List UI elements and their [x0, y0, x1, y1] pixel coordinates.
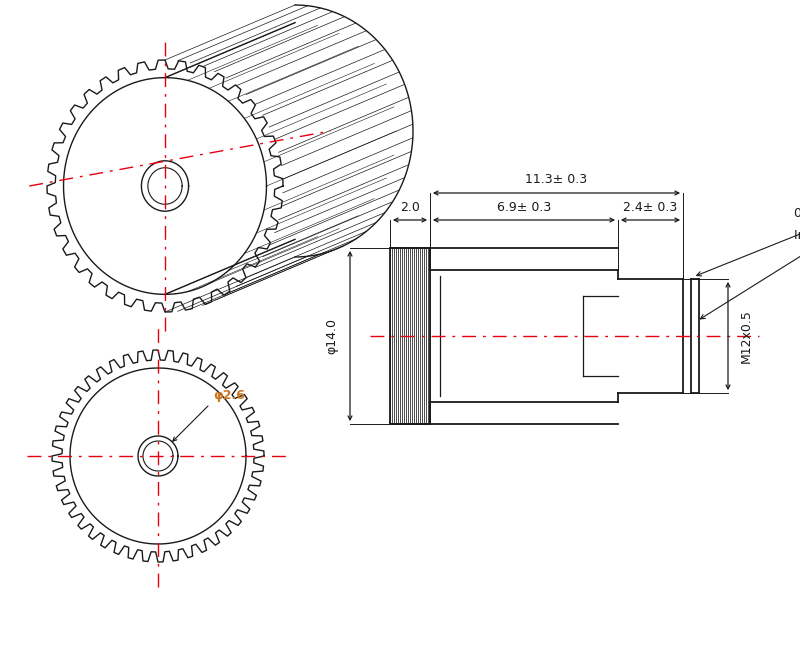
- Text: φ14.0: φ14.0: [326, 318, 338, 354]
- Text: φ2.6: φ2.6: [213, 389, 245, 402]
- Text: 11.3± 0.3: 11.3± 0.3: [526, 173, 587, 186]
- Text: 6.9± 0.3: 6.9± 0.3: [497, 201, 551, 214]
- Text: 2.4± 0.3: 2.4± 0.3: [623, 201, 678, 214]
- Text: 2.0: 2.0: [400, 201, 420, 214]
- Text: Image Plane: Image Plane: [701, 229, 800, 319]
- Text: M12x0.5: M12x0.5: [739, 309, 753, 363]
- Text: 0.4mm Coverglass: 0.4mm Coverglass: [697, 207, 800, 276]
